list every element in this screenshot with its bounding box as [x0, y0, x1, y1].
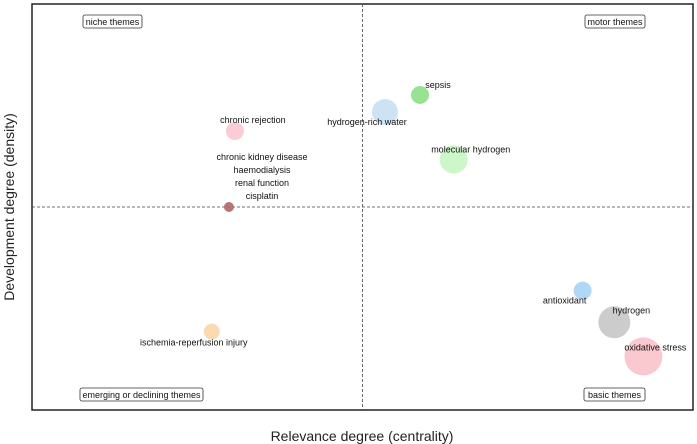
svg-text:niche themes: niche themes — [86, 17, 140, 27]
label-hydrogen-rich-water: hydrogen-rich water — [327, 117, 407, 127]
label-sepsis: sepsis — [425, 80, 451, 90]
label-chronic-kidney-disease: chronic kidney disease — [216, 152, 307, 162]
label-ischemia-reperfusion-injury: ischemia-reperfusion injury — [140, 338, 248, 348]
bubble-hydrogen-rich-water — [371, 98, 398, 125]
svg-text:basic themes: basic themes — [588, 390, 642, 400]
label-haemodialysis: haemodialysis — [233, 165, 291, 175]
label-layer: sepsis hydrogen-rich water molecular hydro… — [140, 80, 687, 352]
quadrant-label-bottom-left: emerging or declining themes — [79, 387, 204, 402]
label-oxidative-stress: oxidative stress — [624, 342, 687, 352]
bubble-hydrogen — [598, 306, 631, 339]
bubble-layer — [203, 85, 663, 376]
quadrant-label-top-left: niche themes — [82, 14, 143, 29]
label-cisplatin: cisplatin — [246, 191, 279, 201]
svg-text:motor themes: motor themes — [587, 17, 643, 27]
bubble-ischemia-reperfusion-injury — [203, 323, 220, 340]
bubble-oxidative-stress — [624, 337, 663, 376]
bubble-cisplatin — [223, 202, 234, 212]
y-axis-label: Development degree (density) — [1, 113, 17, 301]
bubble-chronic-rejection — [225, 122, 244, 141]
quadrant-label-top-right: motor themes — [584, 14, 646, 29]
bubble-sepsis — [411, 85, 430, 104]
label-hydrogen: hydrogen — [613, 305, 651, 315]
bubble-molecular-hydrogen — [439, 145, 468, 174]
quadrant-label-bottom-right: basic themes — [583, 387, 646, 402]
label-chronic-rejection: chronic rejection — [220, 115, 286, 125]
label-molecular-hydrogen: molecular hydrogen — [431, 144, 510, 154]
x-axis-label: Relevance degree (centrality) — [271, 428, 454, 444]
bubble-antioxidant — [573, 281, 592, 300]
svg-text:emerging or declining themes: emerging or declining themes — [82, 390, 201, 400]
label-antioxidant: antioxidant — [543, 296, 587, 306]
label-renal-function: renal function — [235, 178, 289, 188]
